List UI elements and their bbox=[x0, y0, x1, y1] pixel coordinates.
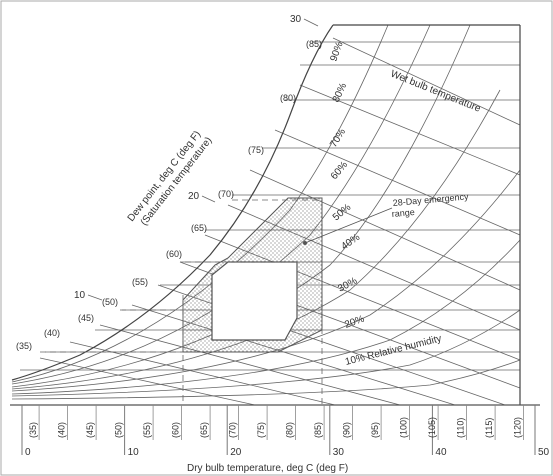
relative-humidity-curve bbox=[11, 89, 501, 390]
dew-point-scale: 10 20 30 (35) (40) (45) (50) (55) (60) (… bbox=[16, 14, 322, 351]
x-axis-title: Dry bulb temperature, deg C (deg F) bbox=[187, 463, 348, 474]
x-tick-label-fahrenheit: (45) bbox=[85, 422, 95, 438]
x-tick-label-fahrenheit: (90) bbox=[342, 422, 352, 438]
x-tick-label-celsius: 20 bbox=[230, 447, 242, 458]
x-tick-label-fahrenheit: (75) bbox=[256, 422, 266, 438]
dew-f-75: (75) bbox=[248, 145, 264, 155]
wet-bulb-line bbox=[39, 357, 256, 406]
x-tick-label-fahrenheit: (35) bbox=[28, 422, 38, 438]
dew-f-50: (50) bbox=[102, 297, 118, 307]
dew-f-80: (80) bbox=[280, 93, 296, 103]
dew-c-20: 20 bbox=[188, 191, 200, 202]
x-tick-label-fahrenheit: (100) bbox=[399, 417, 409, 438]
relative-humidity-curve bbox=[11, 24, 471, 388]
rh-label-80: 80% bbox=[331, 81, 349, 104]
dew-point-label: Dew point, deg C (deg F) bbox=[126, 129, 203, 224]
x-tick-label-celsius: 50 bbox=[538, 447, 550, 458]
normal-range-zone bbox=[211, 261, 298, 341]
emergency-range-label: 28-Day emergency bbox=[392, 191, 469, 208]
wet-bulb-line bbox=[299, 84, 521, 176]
emergency-range-label-2: range bbox=[391, 207, 415, 219]
relative-humidity-curve bbox=[11, 359, 521, 400]
x-tick-label-fahrenheit: (70) bbox=[228, 422, 238, 438]
rh-label-90: 90% bbox=[328, 40, 345, 63]
rh-label-70: 70% bbox=[328, 127, 348, 150]
x-axis-ticks: 0 10 20 30 40 50 (35) (40) (45) (50) (55) (60) (65) (… bbox=[21, 405, 550, 458]
dew-f-55: (55) bbox=[132, 277, 148, 287]
relative-humidity-curve bbox=[11, 309, 521, 397]
dew-point-label-sub: (Saturation temperature) bbox=[139, 135, 215, 228]
relative-humidity-curve bbox=[11, 169, 521, 392]
x-tick-label-celsius: 10 bbox=[128, 447, 140, 458]
x-tick-label-fahrenheit: (115) bbox=[484, 418, 494, 438]
dew-c-30: 30 bbox=[290, 14, 302, 25]
dew-f-35: (35) bbox=[16, 341, 32, 351]
relative-humidity-curve bbox=[11, 239, 521, 395]
rh-label-40: 40% bbox=[339, 232, 362, 253]
rh-label-50: 50% bbox=[331, 202, 353, 223]
x-tick-label-celsius: 40 bbox=[435, 447, 447, 458]
x-tick-label-fahrenheit: (50) bbox=[114, 422, 124, 438]
wet-bulb-line bbox=[99, 324, 401, 406]
wet-bulb-line bbox=[274, 129, 521, 236]
wet-bulb-line bbox=[249, 169, 521, 291]
dew-c-10: 10 bbox=[74, 290, 86, 301]
x-tick-label-fahrenheit: (65) bbox=[199, 422, 209, 438]
emergency-leader-dot bbox=[303, 241, 307, 245]
x-tick-label-fahrenheit: (110) bbox=[456, 418, 466, 438]
dew-f-40: (40) bbox=[44, 328, 60, 338]
dew-f-70: (70) bbox=[218, 189, 234, 199]
x-tick-label-fahrenheit: (95) bbox=[370, 422, 380, 438]
wet-bulb-label: Wet bulb temperature bbox=[389, 69, 483, 115]
x-tick-label-fahrenheit: (40) bbox=[57, 422, 67, 438]
reference-dashes bbox=[40, 198, 323, 405]
emergency-leader-line bbox=[304, 207, 393, 244]
x-tick-label-fahrenheit: (55) bbox=[142, 422, 152, 438]
x-tick-label-celsius: 30 bbox=[333, 447, 345, 458]
x-tick-label-fahrenheit: (80) bbox=[285, 422, 295, 438]
x-tick-label-fahrenheit: (105) bbox=[427, 417, 437, 438]
wet-bulb-line bbox=[69, 341, 336, 406]
dew-f-45: (45) bbox=[78, 313, 94, 323]
x-tick-label-celsius: 0 bbox=[25, 447, 31, 458]
x-tick-label-fahrenheit: (60) bbox=[171, 422, 181, 438]
x-tick-label-fahrenheit: (120) bbox=[513, 417, 523, 438]
saturation-curve bbox=[11, 24, 334, 381]
rh-label-60: 60% bbox=[329, 159, 350, 181]
dew-f-65: (65) bbox=[191, 223, 207, 233]
x-tick-label-fahrenheit: (85) bbox=[313, 422, 323, 438]
rh-label-20: 20% bbox=[343, 314, 366, 331]
dew-f-85: (85) bbox=[306, 39, 322, 49]
dew-f-60: (60) bbox=[166, 249, 182, 259]
